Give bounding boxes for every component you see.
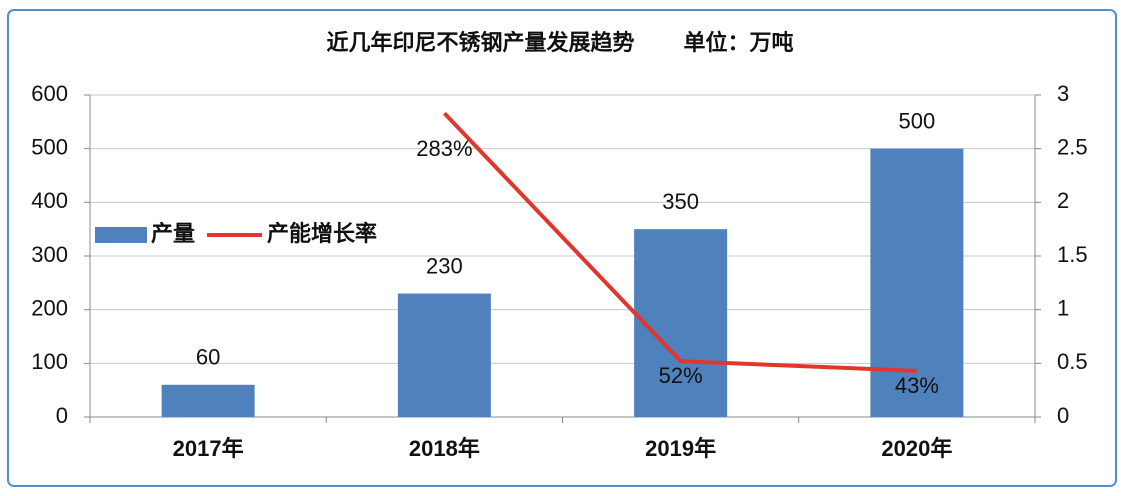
bar (397, 293, 491, 417)
legend-swatch (95, 227, 147, 243)
y-tick-label: 0 (56, 403, 68, 428)
y-tick-label: 600 (31, 81, 68, 106)
line (442, 111, 917, 373)
bar (870, 148, 964, 417)
x-tick-label: 2017年 (173, 436, 244, 461)
y2-tick-label: 0 (1057, 403, 1069, 428)
chart-title: 近几年印尼不锈钢产量发展趋势 单位：万吨 (327, 30, 794, 55)
y-tick-label: 200 (31, 295, 68, 320)
y2-tick-label: 0.5 (1057, 349, 1088, 374)
y2-tick-label: 1 (1057, 295, 1069, 320)
y-tick-label: 100 (31, 349, 68, 374)
line-value-label: 283% (416, 136, 472, 161)
bar-value-label: 500 (899, 108, 936, 133)
y-tick-label: 400 (31, 188, 68, 213)
y2-tick-label: 1.5 (1057, 242, 1088, 267)
bar-value-label: 230 (426, 253, 463, 278)
legend-label: 产量 (151, 221, 195, 246)
y2-tick-label: 2 (1057, 188, 1069, 213)
x-tick-label: 2020年 (881, 436, 952, 461)
y2-tick-label: 3 (1057, 81, 1069, 106)
bar-value-label: 350 (662, 189, 699, 214)
line-value-label: 52% (659, 363, 703, 388)
bar (161, 384, 255, 417)
y-tick-label: 300 (31, 242, 68, 267)
y-tick-label: 500 (31, 134, 68, 159)
x-tick-label: 2019年 (645, 436, 716, 461)
bar (634, 229, 728, 417)
y2-tick-label: 2.5 (1057, 134, 1088, 159)
line-value-label: 43% (895, 373, 939, 398)
bar-value-label: 60 (196, 345, 220, 370)
x-tick-label: 2018年 (409, 436, 480, 461)
legend-label: 产能增长率 (267, 221, 377, 246)
